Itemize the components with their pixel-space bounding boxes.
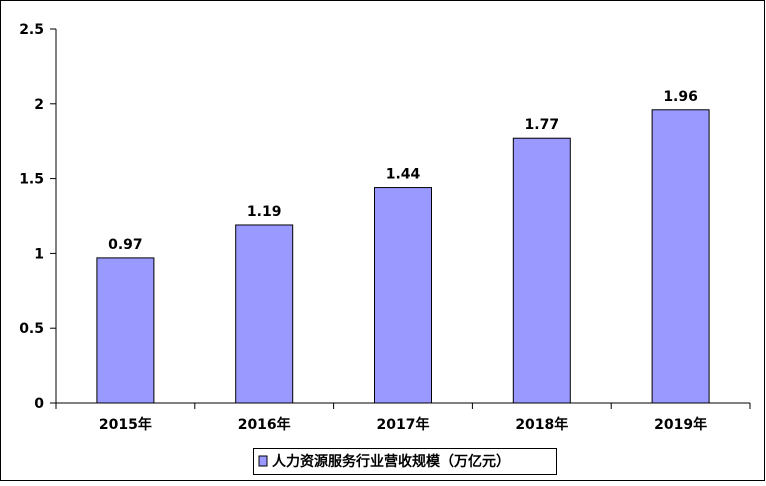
- data-label: 1.44: [386, 167, 421, 183]
- y-tick-label: 1: [34, 246, 44, 262]
- bar: [651, 109, 710, 404]
- bar: [96, 257, 155, 404]
- legend-swatch: [258, 455, 268, 467]
- bar: [374, 187, 432, 404]
- data-label: 1.19: [247, 204, 282, 220]
- data-label: 1.77: [525, 117, 560, 133]
- data-labels: 0.97 1.19 1.44 1.77 1.96: [108, 89, 698, 253]
- bars: [96, 109, 710, 404]
- bar: [512, 137, 571, 404]
- y-axis: 0 0.5 1 1.5 2 2.5: [19, 22, 57, 412]
- x-axis: 2015年 2016年 2017年 2018年 2019年: [55, 402, 751, 433]
- x-tick-label: 2018年: [515, 416, 568, 433]
- data-label: 0.97: [108, 237, 143, 253]
- x-tick-label: 2019年: [654, 416, 707, 433]
- legend: 人力资源服务行业营收规模（万亿元）: [253, 448, 557, 475]
- x-tick-label: 2016年: [238, 416, 291, 433]
- y-tick-label: 0: [34, 396, 44, 412]
- y-tick-label: 0.5: [19, 321, 44, 337]
- y-tick-label: 2.5: [19, 22, 44, 38]
- data-label: 1.96: [663, 89, 698, 105]
- x-tick-label: 2015年: [99, 416, 152, 433]
- bar: [235, 224, 294, 404]
- y-tick-label: 1.5: [19, 172, 44, 188]
- legend-label: 人力资源服务行业营收规模（万亿元）: [272, 453, 510, 470]
- legend-box: [253, 448, 557, 475]
- y-tick-label: 2: [34, 97, 44, 113]
- x-tick-label: 2017年: [377, 416, 430, 433]
